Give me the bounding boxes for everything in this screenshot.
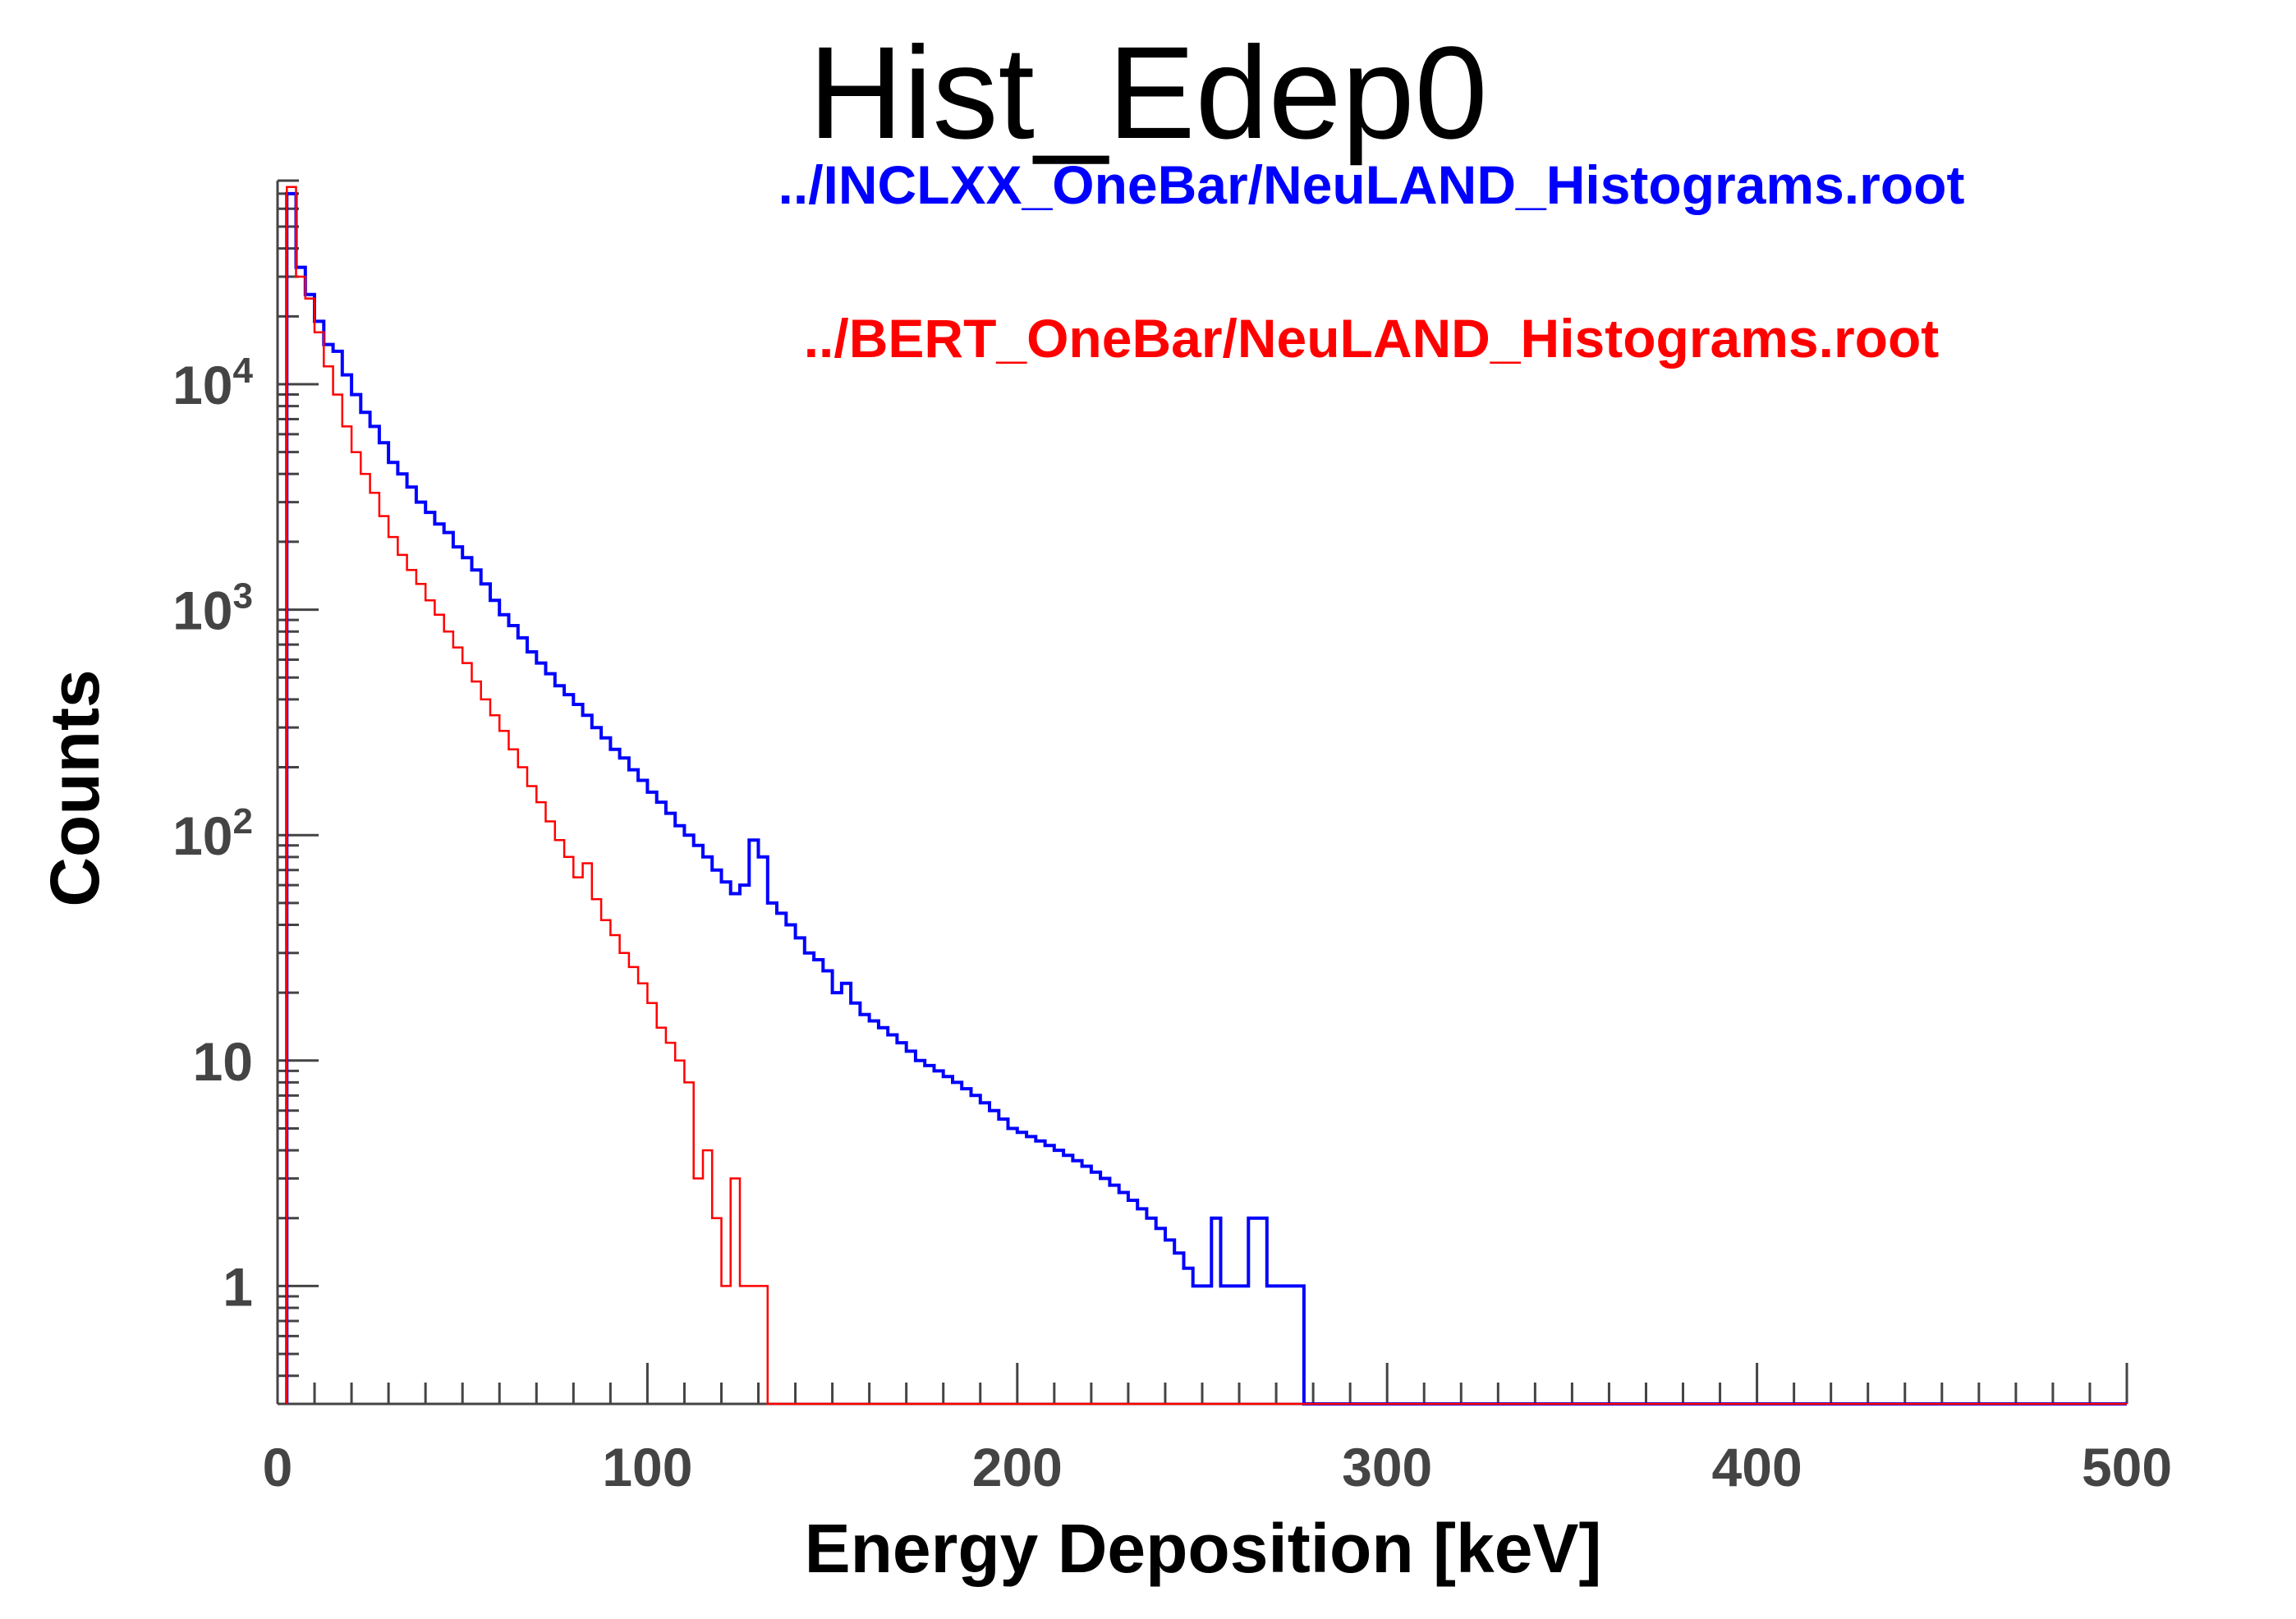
y-tick-label-exponent: 4 [233, 351, 254, 391]
y-tick-label: 104 [172, 351, 253, 415]
series-line-inclxx [285, 191, 2127, 1406]
y-tick-label-base: 10 [172, 805, 232, 866]
y-tick-label-base: 10 [172, 580, 232, 641]
y-tick-label: 102 [172, 801, 253, 866]
chart-title: Hist_Edep0 [808, 19, 1487, 166]
series-line-bert [286, 186, 2127, 1406]
y-tick-label: 1 [223, 1256, 253, 1317]
x-tick-label: 100 [602, 1437, 692, 1497]
y-tick-label: 10 [193, 1031, 253, 1092]
x-tick-label: 200 [972, 1437, 1063, 1497]
x-axis-title: Energy Deposition [keV] [805, 1510, 1602, 1587]
x-tick-label: 0 [263, 1437, 293, 1497]
y-axis-title: Counts [36, 669, 113, 906]
x-tick-labels: 0 100 200 300 400 500 [263, 1437, 2172, 1497]
series-layer [285, 186, 2127, 1406]
y-tick-label: 103 [172, 576, 253, 641]
legend-entry-bert: ../BERT_OneBar/NeuLAND_Histograms.root [804, 308, 1940, 369]
y-tick-label-base: 10 [172, 355, 232, 415]
y-tick-label-exponent: 3 [233, 576, 253, 617]
y-tick-label-exponent: 2 [233, 801, 253, 842]
legend-entry-inclxx: ../INCLXX_OneBar/NeuLAND_Histograms.root [778, 154, 1965, 215]
x-tick-label: 300 [1342, 1437, 1432, 1497]
x-tick-label: 500 [2082, 1437, 2172, 1497]
x-tick-label: 400 [1712, 1437, 1802, 1497]
